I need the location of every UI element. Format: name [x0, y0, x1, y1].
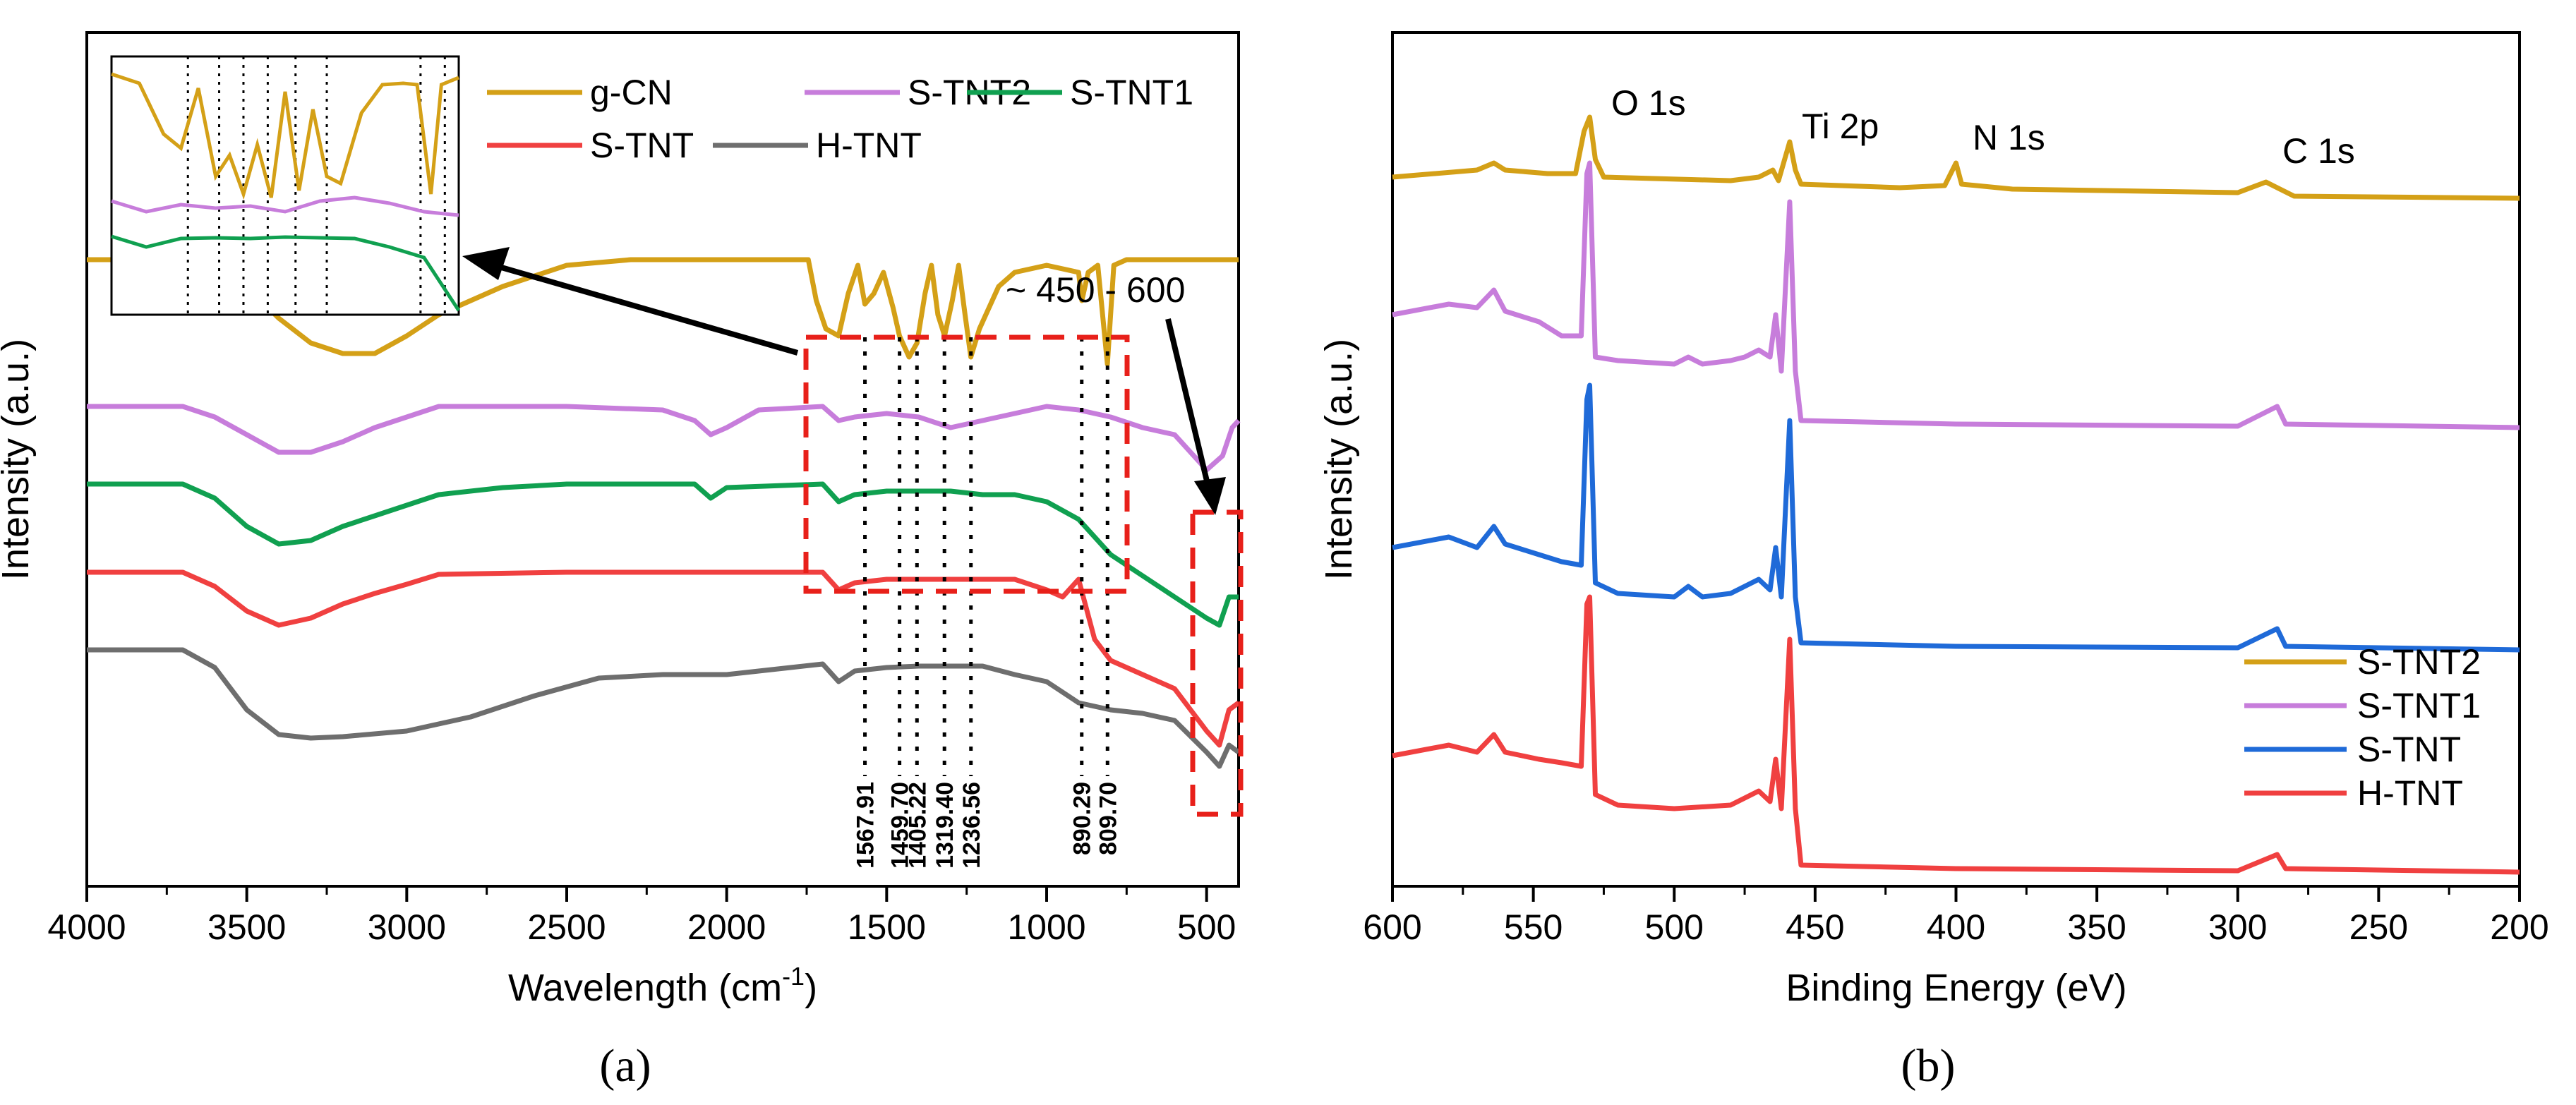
panel-a-inset-curve: [111, 195, 459, 217]
panel-b-legend: S-TNT2 S-TNT1 S-TNT H-TNT: [2244, 642, 2481, 813]
panel-b-series-s-tnt1: [1392, 160, 2520, 430]
panel-b-series-group: [1392, 114, 2520, 875]
panel-a-x-tick-label: 3000: [368, 907, 446, 947]
panel-a-legend-label: S-TNT: [590, 126, 694, 165]
panel-a-series-s-tnt: [87, 569, 1241, 748]
panel-b-peak-label-c1s: C 1s: [2282, 131, 2355, 171]
panel-a-peak-label: 1405.22: [904, 782, 931, 869]
panel-b-x-tick-label: 250: [2349, 907, 2408, 947]
panel-a-x-title-superscript: -1: [782, 962, 805, 991]
panel-a-x-tick-label: 3500: [207, 907, 286, 947]
panel-b-x-tick-label: 350: [2067, 907, 2126, 947]
panel-b-x-tick-label: 200: [2490, 907, 2548, 947]
panel-a-peak-label: 809.70: [1095, 782, 1121, 855]
panel-a-inset-series: [111, 72, 461, 312]
panel-b-label: (b): [1901, 1040, 1956, 1092]
panel-b-x-axis: 600 550 500 450 400 350 300 250 200: [1363, 886, 2549, 947]
panel-a-peak-label: 890.29: [1069, 782, 1096, 855]
panel-b-x-tick-label: 400: [1927, 907, 1985, 947]
panel-b-series-s-tnt: [1392, 382, 2520, 653]
panel-a-ftir-chart: 4000 3500 3000 2500 2000 1500 1000 500 1567.91 1…: [0, 31, 1244, 1092]
panel-a-x-tick-label: 1000: [1007, 907, 1085, 947]
panel-b-peak-label-o1s: O 1s: [1611, 83, 1686, 123]
panel-a-inset-arrowhead: [462, 247, 510, 280]
panel-a-x-tick-label: 4000: [47, 907, 126, 947]
panel-a-band-arrowhead: [1194, 477, 1226, 515]
panel-a-series-s-tnt2: [87, 404, 1241, 473]
panel-a-x-title-main: Wavelength (cm: [508, 967, 782, 1009]
panel-a-inset-arrow: [493, 262, 799, 356]
panel-a-inset-curve: [111, 234, 461, 312]
panel-a-legend-label: S-TNT1: [1070, 73, 1193, 112]
panel-b-peak-label-ti2p: Ti 2p: [1802, 107, 1879, 146]
panel-a-legend-label: H-TNT: [816, 126, 922, 165]
panel-a-x-axis-title: Wavelength (cm-1): [508, 962, 817, 1009]
panel-a-inset: [110, 55, 461, 316]
panel-b-legend-label: S-TNT1: [2357, 686, 2481, 725]
panel-a-series-s-tnt1: [87, 481, 1239, 628]
panel-a-band-region-box: [1190, 509, 1244, 817]
panel-b-legend-label: S-TNT2: [2357, 642, 2481, 682]
panel-b-x-tick-label: 450: [1786, 907, 1844, 947]
panel-b-x-tick-label: 500: [1645, 907, 1704, 947]
panel-a-legend-label: g-CN: [590, 73, 673, 112]
panel-a-peak-label: 1236.56: [958, 782, 985, 869]
panel-a-peak-label: 1567.91: [853, 782, 879, 869]
panel-a-series-g-cn: [87, 257, 1239, 367]
panel-b-x-axis-title: Binding Energy (eV): [1786, 967, 2126, 1009]
panel-a-x-tick-label: 2000: [687, 907, 766, 947]
panel-a-plot-frame: [85, 31, 1240, 888]
panel-a-band-annotation: ~ 450 - 600: [1006, 270, 1185, 310]
panel-a-x-title-end: ): [805, 967, 817, 1009]
panel-b-series-h-tnt: [1392, 594, 2520, 875]
panel-a-zoom-region-box: [803, 334, 1130, 594]
panel-b-x-tick-label: 300: [2208, 907, 2267, 947]
panel-b-legend-label: S-TNT: [2357, 730, 2461, 769]
panel-b-x-tick-label: 600: [1363, 907, 1421, 947]
panel-a-series-h-tnt: [87, 647, 1241, 769]
panel-a-inset-curve: [111, 72, 459, 200]
panel-a-x-tick-label: 1500: [848, 907, 926, 947]
panel-b-series-s-tnt2: [1392, 114, 2520, 201]
panel-a-x-axis: 4000 3500 3000 2500 2000 1500 1000 500: [47, 886, 1236, 947]
panel-a-peak-label: 1319.40: [932, 782, 958, 869]
panel-b-y-axis-title: Intensity (a.u.): [1318, 339, 1360, 580]
panel-b-legend-label: H-TNT: [2357, 773, 2463, 813]
panel-a-x-tick-label: 2500: [527, 907, 606, 947]
panel-a-y-axis-title: Intensity (a.u.): [0, 339, 37, 580]
panel-a-series-group: [87, 257, 1241, 769]
panel-a-x-tick-label: 500: [1177, 907, 1236, 947]
panel-a-peak-label: 1459.70: [887, 782, 914, 869]
panel-a-label: (a): [599, 1040, 651, 1092]
panel-b-x-tick-label: 550: [1504, 907, 1563, 947]
panel-a-band-arrow: [1165, 318, 1211, 488]
panel-b-xps-chart: 600 550 500 450 400 350 300 250 200 O 1s Ti 2p N…: [1318, 31, 2549, 1092]
panel-b-peak-label-n1s: N 1s: [1973, 118, 2045, 157]
